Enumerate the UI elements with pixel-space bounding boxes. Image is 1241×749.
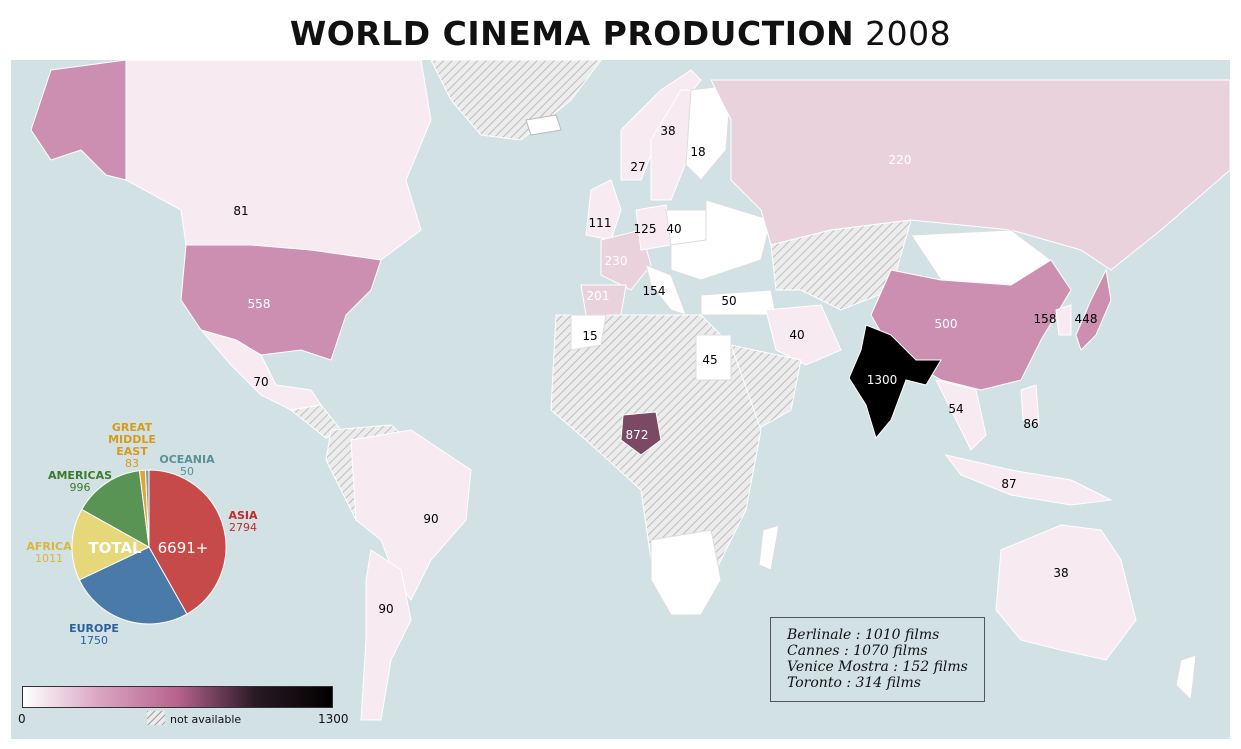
label-mexico: 70 <box>253 375 268 389</box>
country-new-zealand <box>1175 654 1197 702</box>
festival-line: Berlinale : 1010 films <box>787 627 940 643</box>
pie-slice-oceania <box>144 469 150 548</box>
pie-label-asia-name: ASIA <box>228 509 258 522</box>
label-india: 1300 <box>867 373 898 387</box>
country-japan <box>1075 268 1112 351</box>
label-south-korea: 158 <box>1034 312 1057 326</box>
pie-label-oceania-value: 50 <box>180 465 194 478</box>
label-france: 230 <box>605 254 628 268</box>
country-korea <box>1055 304 1072 336</box>
pie-slice-africa <box>71 508 151 581</box>
country-uk <box>585 179 622 241</box>
label-thailand: 54 <box>948 402 963 416</box>
country-italy <box>645 264 687 316</box>
label-brazil: 90 <box>423 512 438 526</box>
label-argentina: 90 <box>378 602 393 616</box>
label-iran: 40 <box>789 328 804 342</box>
festivals-box: Berlinale : 1010 films Cannes : 1070 fil… <box>770 617 985 702</box>
country-india <box>848 324 942 440</box>
label-turkey: 50 <box>721 294 736 308</box>
label-poland: 40 <box>666 222 681 236</box>
pie-chart <box>71 469 227 625</box>
pie-slice-americas <box>81 470 150 548</box>
pie-label-africa-name: AFRICA <box>26 540 72 553</box>
country-france <box>600 229 652 291</box>
country-southeast-asia <box>935 379 987 451</box>
label-finland: 18 <box>690 145 705 159</box>
country-madagascar <box>758 524 780 571</box>
color-scale-bar <box>22 686 333 708</box>
title-main: WORLD CINEMA PRODUCTION <box>289 14 855 53</box>
label-china: 500 <box>935 317 958 331</box>
pie-label-middle-east-value: 83 <box>125 457 139 470</box>
label-egypt: 45 <box>702 353 717 367</box>
label-canada: 81 <box>233 204 248 218</box>
country-canada <box>125 59 432 261</box>
pie-slice-asia <box>148 469 227 615</box>
country-mexico <box>199 329 322 411</box>
label-norway: 27 <box>630 160 645 174</box>
pie-label-middle-east-1: GREAT <box>112 421 153 434</box>
country-central-asia <box>770 219 912 311</box>
country-indonesia <box>944 454 1113 506</box>
title-year: 2008 <box>865 14 952 53</box>
color-scale-max: 1300 <box>318 712 349 726</box>
pie-label-americas-value: 996 <box>70 481 91 494</box>
label-nigeria: 872 <box>626 428 649 442</box>
label-sweden: 38 <box>660 124 675 138</box>
country-morocco <box>570 314 607 351</box>
label-philippines: 86 <box>1023 417 1038 431</box>
country-south-africa <box>650 529 722 616</box>
country-nigeria <box>620 411 662 456</box>
country-argentina <box>360 549 412 721</box>
label-usa: 558 <box>248 297 271 311</box>
pie-total-label: TOTAL <box>88 539 142 557</box>
pie-label-oceania-name: OCEANIA <box>159 453 215 466</box>
label-morocco: 15 <box>582 329 597 343</box>
festival-line: Venice Mostra : 152 films <box>787 659 968 675</box>
country-alaska <box>30 59 127 181</box>
bottom-strip <box>11 739 1230 749</box>
country-philippines <box>1020 384 1040 426</box>
country-australia <box>995 524 1137 661</box>
label-uk: 111 <box>589 216 612 230</box>
pie-label-middle-east-2: MIDDLE <box>108 433 156 446</box>
label-russia: 220 <box>889 153 912 167</box>
label-italy: 154 <box>643 284 666 298</box>
world-map: 81 558 70 90 90 27 38 18 111 125 40 230 … <box>11 59 1231 739</box>
color-scale-min: 0 <box>18 712 26 726</box>
label-australia: 38 <box>1053 566 1068 580</box>
country-russia <box>710 79 1231 271</box>
world-map-svg: 81 558 70 90 90 27 38 18 111 125 40 230 … <box>26 59 1231 721</box>
country-iran <box>765 304 842 366</box>
label-germany: 125 <box>634 222 657 236</box>
pie-total-value: 6691+ <box>158 539 209 557</box>
pie-slice-europe <box>78 546 188 625</box>
pie-label-asia-value: 2794 <box>229 521 257 534</box>
pie-label-americas-name: AMERICAS <box>48 469 112 482</box>
festival-line: Cannes : 1070 films <box>787 643 928 659</box>
festival-line: Toronto : 314 films <box>787 675 921 691</box>
country-greenland <box>430 59 602 141</box>
pie-label-africa-value: 1011 <box>35 552 63 565</box>
country-turkey <box>700 289 777 316</box>
pie-label-europe-name: EUROPE <box>69 622 119 635</box>
country-usa <box>180 244 382 361</box>
pie-label-europe-value: 1750 <box>80 634 108 647</box>
country-brazil <box>350 429 472 601</box>
not-available-swatch <box>147 711 165 725</box>
map-title: WORLD CINEMA PRODUCTION 2008 <box>0 14 1241 53</box>
not-available-label: not available <box>170 713 242 726</box>
pie-label-middle-east-3: EAST <box>116 445 148 458</box>
label-spain: 201 <box>587 289 610 303</box>
label-japan: 448 <box>1075 312 1098 326</box>
label-indonesia: 87 <box>1001 477 1016 491</box>
country-iceland <box>525 114 562 136</box>
country-egypt <box>695 334 732 381</box>
